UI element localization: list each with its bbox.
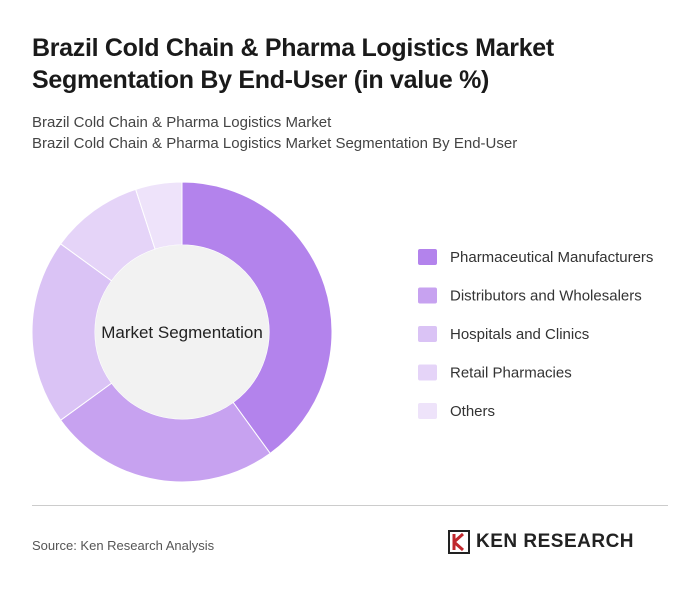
- source: Source: Ken Research Analysis: [32, 538, 215, 553]
- legend-swatch: [418, 249, 437, 265]
- subtitle: Brazil Cold Chain & Pharma Logistics Mar…: [32, 135, 518, 152]
- legend-label: Pharmaceutical Manufacturers: [450, 249, 653, 266]
- divider: [32, 505, 668, 506]
- subtitle: Brazil Cold Chain & Pharma Logistics Mar…: [32, 114, 332, 131]
- brand-logo: KEN RESEARCH: [448, 530, 634, 554]
- legend-label: Retail Pharmacies: [450, 365, 572, 382]
- brand-name: KEN RESEARCH: [476, 531, 635, 552]
- center-label: Market Segmentation: [101, 323, 263, 342]
- legend-label: Distributors and Wholesalers: [450, 288, 642, 305]
- chart-title: Brazil Cold Chain & Pharma Logistics Mar…: [32, 34, 554, 94]
- chart: Market Segmentation Pharmaceutical Manufa…: [31, 181, 653, 483]
- legend-swatch: [418, 403, 437, 419]
- legend-swatch: [418, 287, 437, 304]
- legend-label: Hospitals and Clinics: [450, 326, 589, 343]
- logo-icon: [448, 530, 470, 554]
- donut-center: [95, 245, 269, 419]
- legend-label: Others: [450, 403, 495, 420]
- legend-swatch: [418, 326, 437, 342]
- legend-swatch: [418, 364, 437, 381]
